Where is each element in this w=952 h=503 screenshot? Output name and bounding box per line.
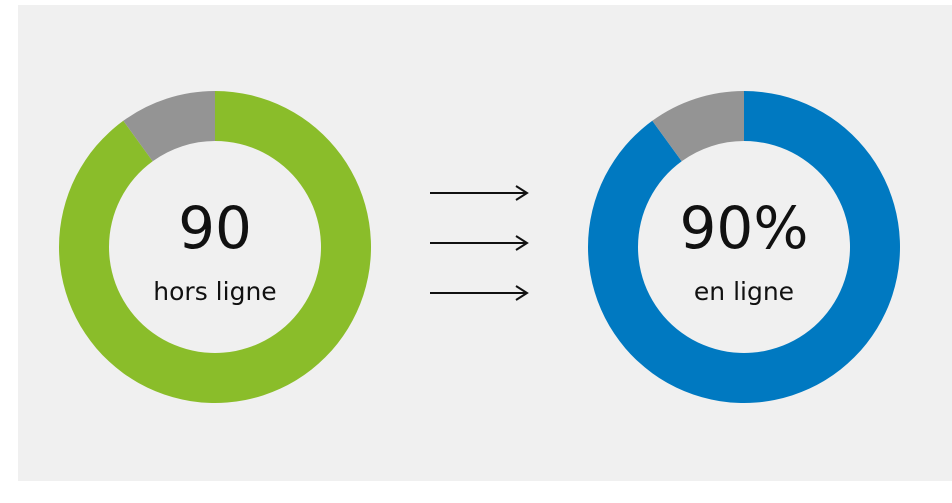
center-subtitle: hors ligne	[153, 277, 276, 306]
donut-segment	[588, 91, 900, 403]
center-value: 90%	[680, 194, 809, 262]
arrow	[430, 285, 529, 301]
center-subtitle: en ligne	[694, 277, 794, 306]
donut-segment	[123, 91, 215, 162]
donut-segment	[652, 91, 744, 162]
arrow	[430, 185, 529, 201]
donut-segment	[59, 91, 372, 403]
arrow	[430, 235, 529, 251]
arrows	[430, 185, 529, 301]
center-value: 90	[178, 194, 252, 262]
